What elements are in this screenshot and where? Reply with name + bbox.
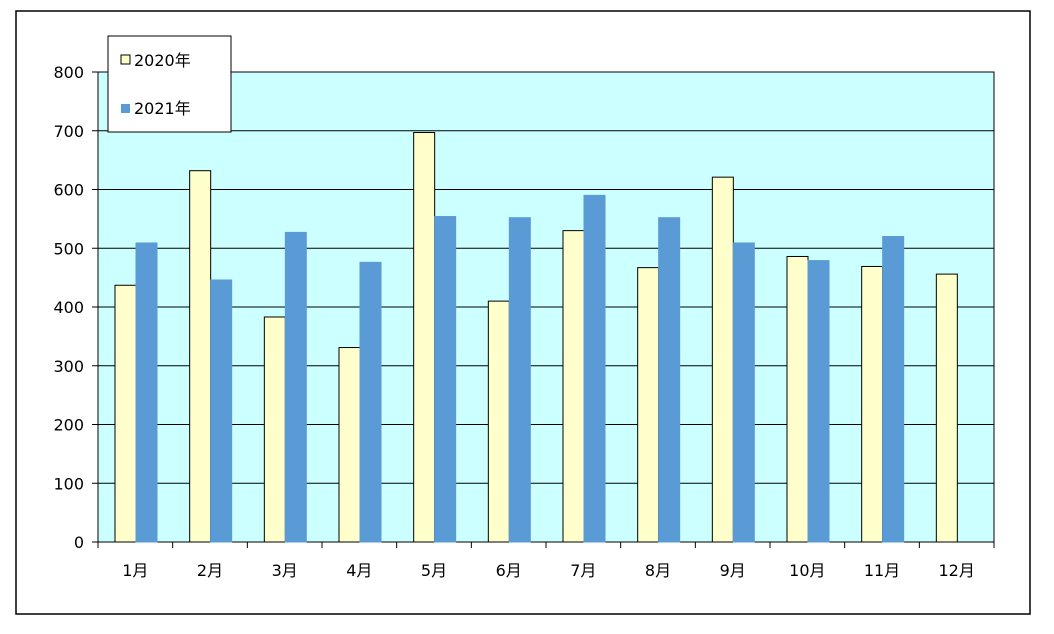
x-tick-label: 1月 xyxy=(122,561,148,580)
bar-2020年-11月 xyxy=(861,265,884,543)
x-tick-label: 4月 xyxy=(346,561,372,580)
bar-2021年-5月 xyxy=(434,216,457,543)
y-tick-label: 200 xyxy=(53,416,84,435)
legend-swatch-2021 xyxy=(121,104,130,113)
x-tick-label: 9月 xyxy=(720,561,746,580)
bar-2020年-2月 xyxy=(189,170,212,543)
bar-2020年-12月 xyxy=(935,273,958,543)
y-tick-label: 500 xyxy=(53,239,84,258)
x-tick-label: 2月 xyxy=(197,561,223,580)
bar-2021年-10月 xyxy=(807,260,830,543)
bar-2021年-11月 xyxy=(882,236,905,543)
x-tick-label: 10月 xyxy=(789,561,825,580)
x-tick-label: 11月 xyxy=(864,561,900,580)
bar-2020年-3月 xyxy=(263,316,286,543)
x-tick-label: 12月 xyxy=(938,561,974,580)
y-tick-label: 600 xyxy=(53,181,84,200)
bar-2020年-8月 xyxy=(637,267,660,543)
y-tick-label: 100 xyxy=(53,474,84,493)
bars xyxy=(114,132,958,543)
x-tick-label: 3月 xyxy=(272,561,298,580)
bar-2020年-6月 xyxy=(487,300,510,543)
bar-2021年-2月 xyxy=(210,279,233,543)
x-tick-label: 6月 xyxy=(496,561,522,580)
y-tick-label: 800 xyxy=(53,63,84,82)
y-tick-label: 0 xyxy=(74,533,84,552)
bar-2021年-1月 xyxy=(135,242,158,543)
bar-2021年-6月 xyxy=(508,217,531,543)
gridlines xyxy=(98,130,994,484)
legend-swatch-2020 xyxy=(120,54,131,65)
y-tick-label: 700 xyxy=(53,122,84,141)
y-axis: 0 100 200 300 400 500 600 700 800 xyxy=(53,63,98,552)
bar-2020年-1月 xyxy=(114,284,137,543)
bar-2021年-9月 xyxy=(732,242,755,543)
bar-2020年-10月 xyxy=(786,255,809,543)
x-tick-label: 8月 xyxy=(645,561,671,580)
x-tick-label: 5月 xyxy=(421,561,447,580)
bar-2021年-3月 xyxy=(284,231,307,543)
legend-box xyxy=(107,35,232,133)
bar-2020年-4月 xyxy=(338,347,361,543)
y-tick-label: 300 xyxy=(53,357,84,376)
bar-2020年-5月 xyxy=(413,132,436,543)
bar-2020年-9月 xyxy=(711,176,734,543)
x-axis: 1月 2月 3月 4月 5月 6月 7月 8月 9月 10月 11月 12月 xyxy=(97,542,995,580)
bar-2021年-7月 xyxy=(583,194,606,543)
y-tick-label: 400 xyxy=(53,298,84,317)
legend-label-2021: 2021年 xyxy=(134,99,191,118)
legend: 2020年 2021年 xyxy=(107,35,232,133)
bar-2021年-8月 xyxy=(658,217,681,543)
bar-2020年-7月 xyxy=(562,230,585,543)
x-tick-label: 7月 xyxy=(570,561,596,580)
legend-label-2020: 2020年 xyxy=(134,51,191,70)
bar-2021年-4月 xyxy=(359,261,382,543)
